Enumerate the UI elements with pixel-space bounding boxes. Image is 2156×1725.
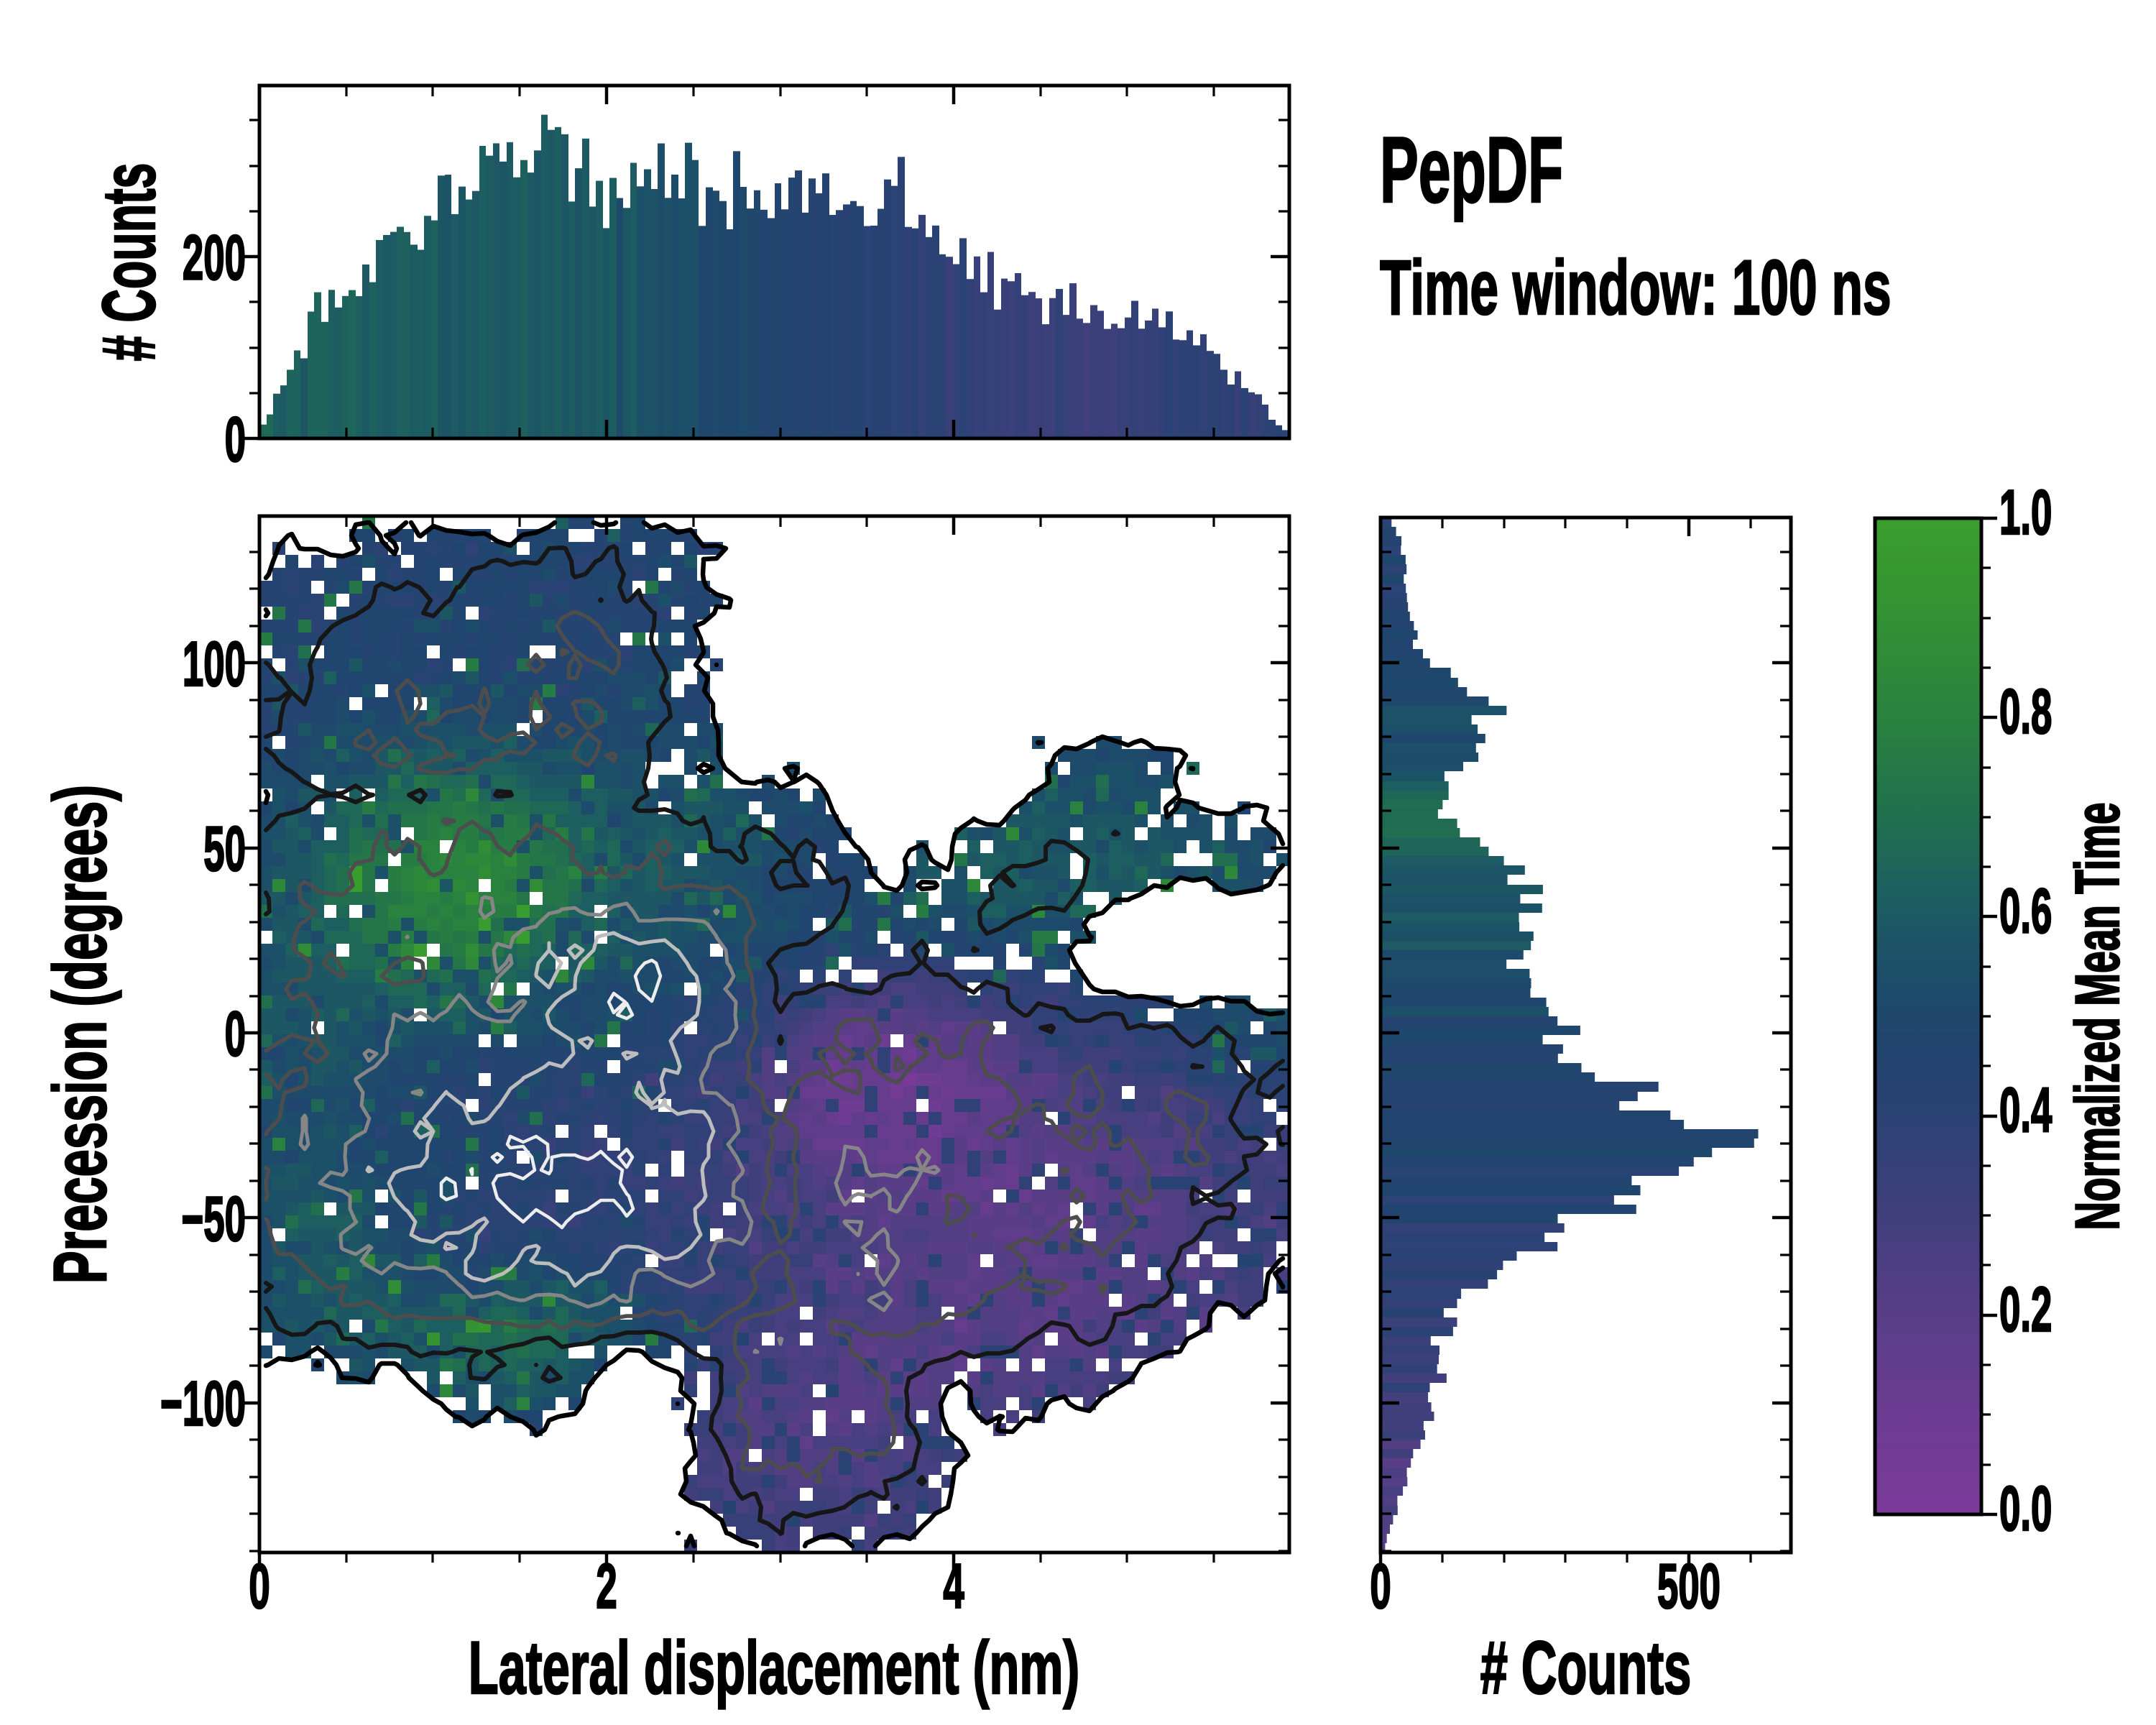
svg-text:Precession (degrees): Precession (degrees): [38, 785, 122, 1284]
svg-text:PepDF: PepDF: [1380, 117, 1563, 221]
svg-text:200: 200: [183, 223, 246, 293]
svg-text:Lateral displacement (nm): Lateral displacement (nm): [469, 1626, 1080, 1710]
svg-text:0: 0: [1370, 1551, 1391, 1622]
svg-text:2: 2: [596, 1551, 617, 1622]
svg-text:0.0: 0.0: [1999, 1473, 2052, 1544]
svg-text:50: 50: [203, 814, 246, 884]
svg-text:4: 4: [943, 1551, 964, 1622]
svg-text:0: 0: [225, 999, 246, 1070]
svg-text:100: 100: [183, 629, 246, 699]
svg-text:Normalized Mean Time: Normalized Mean Time: [2064, 802, 2132, 1230]
svg-text:# Counts: # Counts: [1480, 1626, 1692, 1710]
svg-text:500: 500: [1657, 1551, 1720, 1622]
svg-text:0.2: 0.2: [1999, 1274, 2052, 1345]
svg-text:0: 0: [249, 1551, 270, 1622]
svg-text:0: 0: [225, 405, 246, 475]
svg-text:1.0: 1.0: [1999, 477, 2052, 548]
svg-text:# Counts: # Counts: [88, 163, 170, 362]
svg-text:Time window: 100 ns: Time window: 100 ns: [1380, 244, 1892, 331]
svg-text:0.8: 0.8: [1999, 676, 2052, 747]
svg-text:0.4: 0.4: [1999, 1075, 2052, 1146]
svg-text:−100: −100: [160, 1368, 246, 1439]
svg-text:−50: −50: [181, 1184, 246, 1254]
svg-text:0.6: 0.6: [1999, 876, 2052, 947]
